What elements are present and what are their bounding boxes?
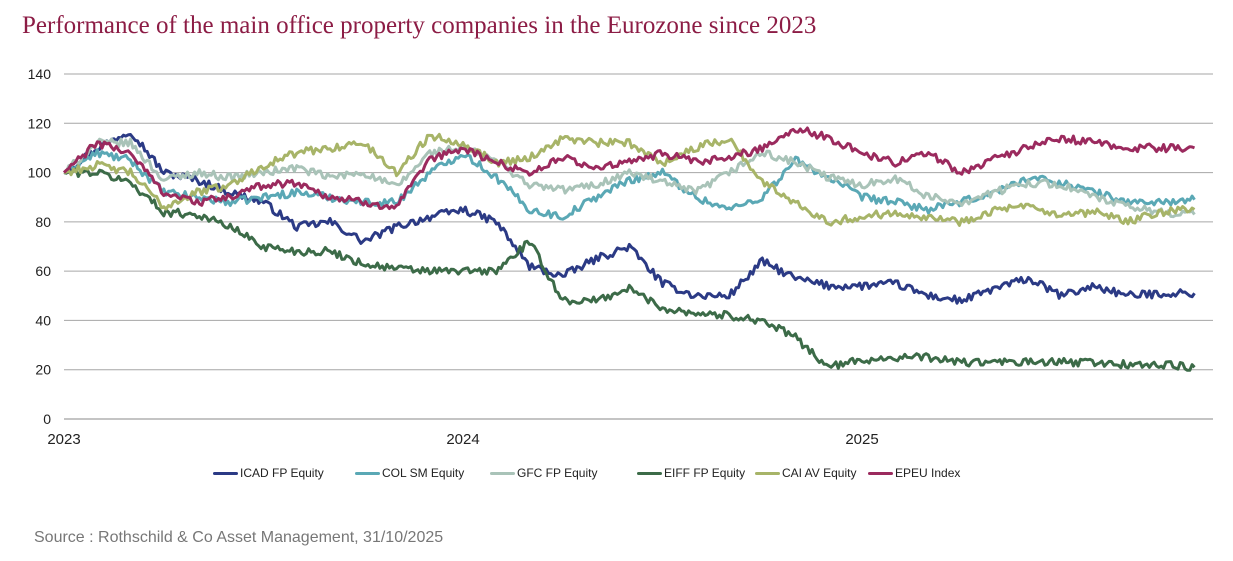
y-axis-ticks: 0 20 40 60 80 100 120 140 [28, 66, 52, 427]
series-line-epeu-index [62, 126, 1196, 211]
y-tick-label: 40 [35, 312, 51, 328]
series-line-cai-av-equity [63, 132, 1196, 227]
legend-swatch-icad [213, 471, 238, 475]
line-chart: 0 20 40 60 80 100 120 140 2023 2024 2025 [28, 66, 1213, 448]
legend-swatch-col [355, 471, 380, 475]
y-tick-label: 100 [28, 165, 52, 181]
y-tick-label: 80 [35, 214, 51, 230]
x-tick-label: 2024 [446, 431, 479, 448]
legend-label-col: COL SM Equity [382, 466, 465, 480]
gridlines [64, 73, 1213, 420]
y-tick-label: 0 [43, 411, 51, 427]
x-tick-label: 2025 [845, 431, 878, 448]
legend-label-icad: ICAD FP Equity [240, 466, 324, 480]
y-tick-label: 140 [28, 66, 52, 82]
legend-swatch-cai [755, 471, 780, 475]
legend-item-gfc: GFC FP Equity [490, 466, 597, 480]
legend-item-icad: ICAD FP Equity [213, 466, 324, 480]
legend-item-cai: CAI AV Equity [755, 466, 856, 480]
source-note: Source : Rothschild & Co Asset Managemen… [34, 529, 444, 546]
y-tick-label: 120 [28, 115, 52, 131]
legend-swatch-epeu [868, 471, 893, 475]
x-tick-label: 2023 [47, 431, 80, 448]
y-tick-label: 60 [35, 263, 51, 279]
series-lines [62, 126, 1196, 372]
series-line-eiff-fp-equity [63, 167, 1196, 372]
legend-item-col: COL SM Equity [355, 466, 464, 480]
legend-label-eiff: EIFF FP Equity [664, 466, 746, 480]
legend-swatch-eiff [637, 471, 662, 475]
x-axis-ticks: 2023 2024 2025 [47, 431, 878, 448]
y-tick-label: 20 [35, 362, 51, 378]
legend-item-epeu: EPEU Index [868, 466, 960, 480]
legend-swatch-gfc [490, 471, 515, 475]
legend-label-gfc: GFC FP Equity [517, 466, 598, 480]
legend-label-epeu: EPEU Index [895, 466, 961, 480]
legend-label-cai: CAI AV Equity [782, 466, 857, 480]
chart-title: Performance of the main office property … [22, 12, 817, 39]
legend-item-eiff: EIFF FP Equity [637, 466, 745, 480]
